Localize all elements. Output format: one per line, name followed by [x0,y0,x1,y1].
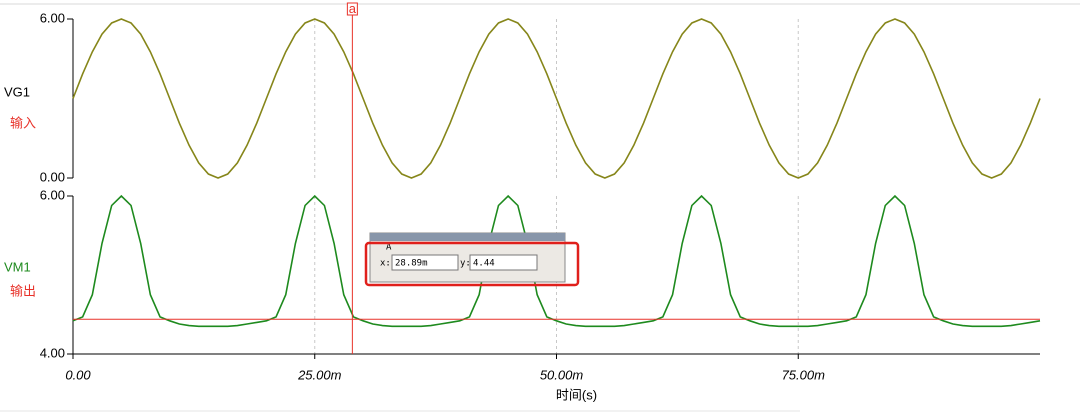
x-field [391,254,459,271]
readout-titlebar [370,233,565,241]
highlight-box [364,241,580,287]
readout-title: A [386,243,392,253]
x-tick-label: 25.00m [297,367,342,382]
y-tick-label: 6.00 [40,10,65,25]
x-tick-label: 50.00m [540,367,584,382]
x-value: 28.89m [395,259,428,269]
x-caption: x: [380,259,391,269]
annotation: 输入 [10,115,36,130]
x-tick-label: 75.00m [782,367,826,382]
series-line [72,194,1041,328]
annotation: 输出 [10,283,36,298]
series-name: VG1 [4,84,30,99]
series-line [72,18,1041,179]
series-name: VM1 [4,259,31,274]
y-tick-label: 0.00 [40,169,65,184]
cursor-marker [346,2,358,16]
y-tick-label: 4.00 [40,345,65,360]
y-caption: y: [460,259,471,269]
y-tick-label: 6.00 [40,187,65,202]
x-tick-label: 0.00 [65,367,91,382]
y-field [469,254,538,271]
cursor-name: a [349,1,357,16]
y-value: 4.44 [473,259,495,269]
x-axis-label: 时间(s) [556,387,597,402]
